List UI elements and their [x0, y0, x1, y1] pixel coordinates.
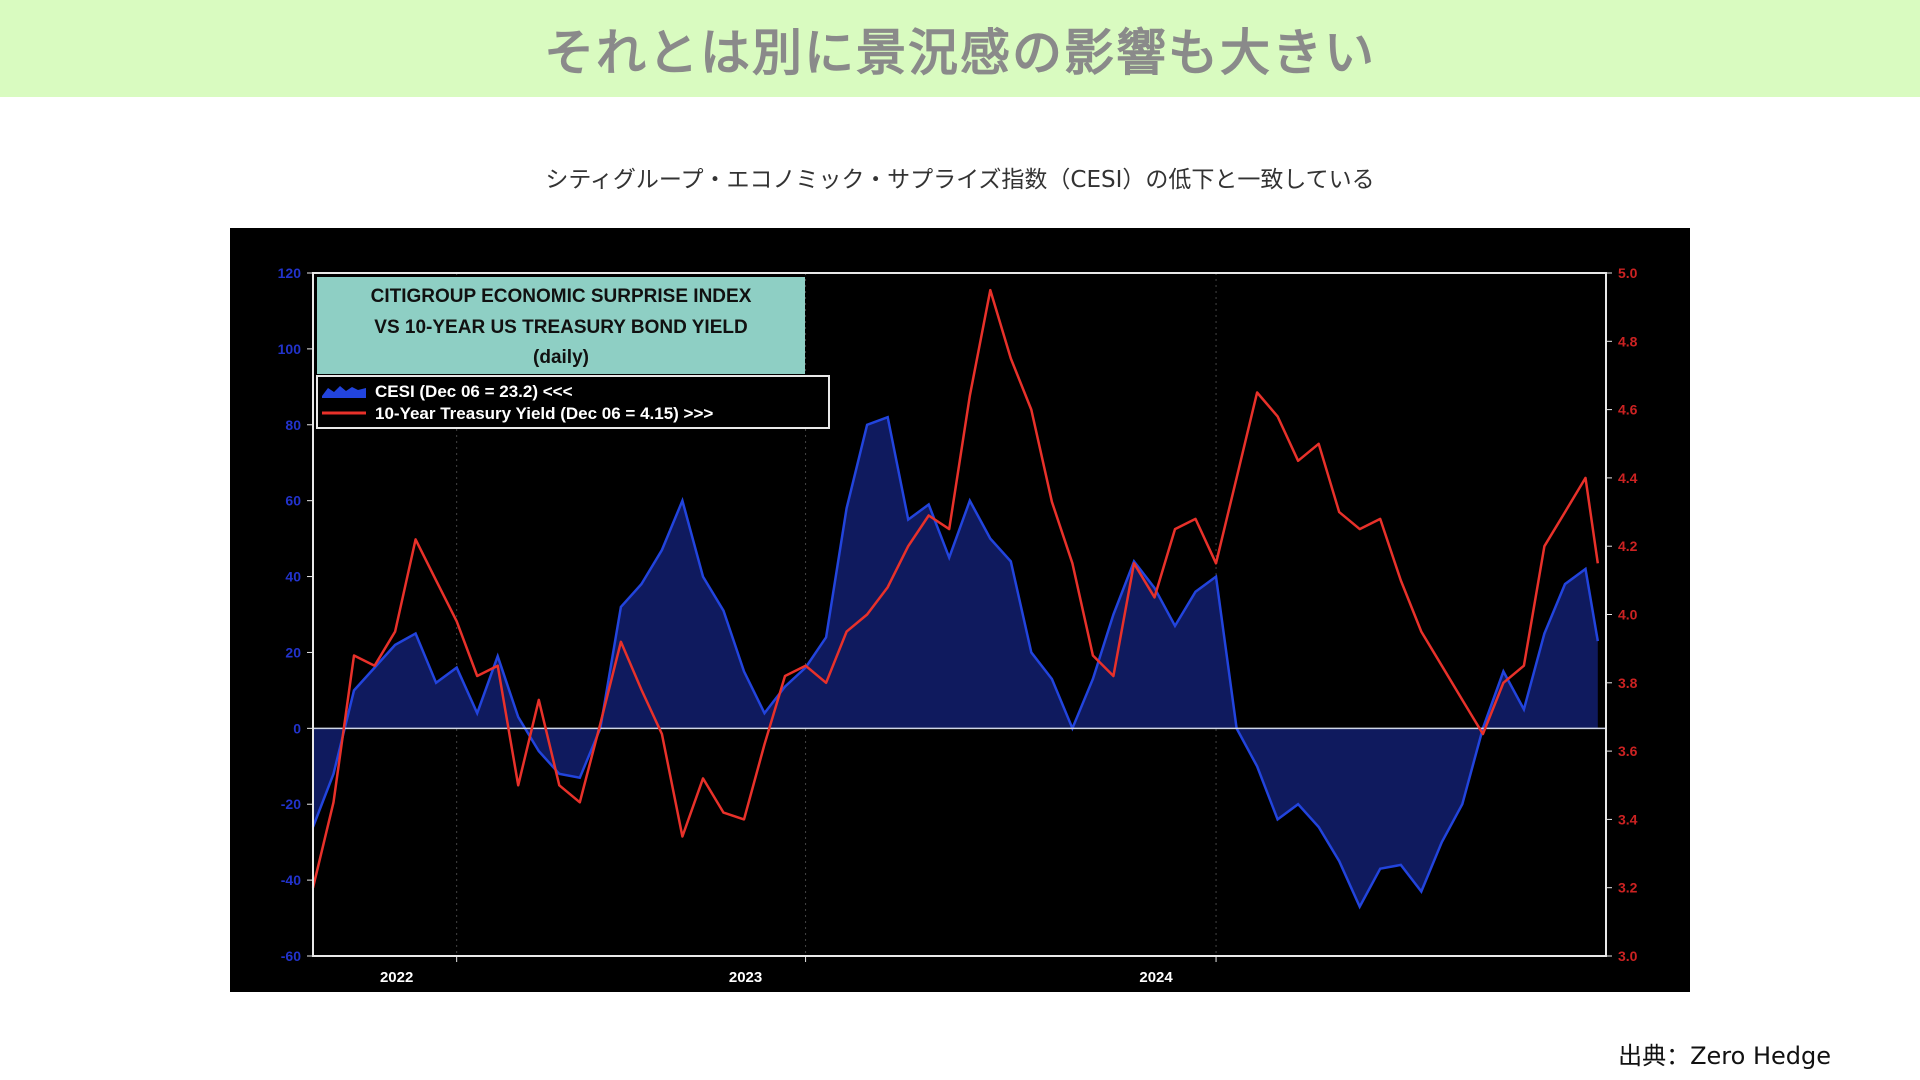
x-tick-label-1: 2023: [729, 969, 762, 986]
x-axis: 2022 2023 2024: [380, 956, 1217, 986]
chart-title-line-2: VS 10-YEAR US TREASURY BOND YIELD: [374, 317, 747, 338]
chart-subtitle: シティグループ・エコノミック・サプライズ指数（CESI）の低下と一致している: [545, 167, 1375, 193]
right-tick-label-3: 4.4: [1618, 470, 1638, 486]
source-credit: 出典：Zero Hedge: [1618, 1042, 1831, 1070]
right-tick-label-4: 4.2: [1618, 538, 1638, 554]
left-tick-label-8: -40: [281, 872, 301, 888]
left-tick-label-0: 120: [278, 265, 302, 281]
right-tick-label-9: 3.2: [1618, 880, 1638, 896]
left-tick-label-3: 60: [285, 493, 301, 509]
cesi-line: [311, 415, 1600, 910]
right-tick-label-5: 4.0: [1618, 607, 1638, 623]
chart-panel: 120 100 80 60 40 20 0 -20 -40 -60 5.0 4.8 4.6 4.4 4.2…: [230, 228, 1690, 992]
left-tick-label-6: 0: [293, 720, 301, 736]
right-tick-label-7: 3.6: [1618, 743, 1638, 759]
left-tick-label-5: 20: [285, 644, 301, 660]
left-tick-label-2: 80: [285, 417, 301, 433]
left-tick-label-4: 40: [285, 569, 301, 585]
left-tick-label-7: -20: [281, 796, 301, 812]
page-title: それとは別に景況感の影響も大きい: [544, 23, 1376, 82]
right-tick-label-2: 4.6: [1618, 402, 1638, 418]
treasury-yield-line: [311, 288, 1600, 888]
chart-title-line-1: CITIGROUP ECONOMIC SURPRISE INDEX: [371, 286, 752, 307]
right-tick-label-8: 3.4: [1618, 811, 1638, 827]
right-tick-label-6: 3.8: [1618, 675, 1638, 691]
header-banner: それとは別に景況感の影響も大きい: [0, 0, 1920, 97]
left-axis: 120 100 80 60 40 20 0 -20 -40 -60: [278, 265, 313, 964]
left-tick-label-1: 100: [278, 341, 302, 357]
right-tick-label-1: 4.8: [1618, 333, 1638, 349]
left-tick-label-9: -60: [281, 948, 301, 964]
legend: CESI (Dec 06 = 23.2) <<< 10-Year Treasur…: [316, 375, 830, 429]
x-tick-label-2: 2024: [1139, 969, 1173, 986]
right-tick-label-10: 3.0: [1618, 948, 1638, 964]
cesi-series: [311, 415, 1600, 910]
title-box-bg: [317, 277, 805, 374]
chart-title-box: CITIGROUP ECONOMIC SURPRISE INDEX VS 10-…: [317, 277, 805, 374]
legend-swatch-cesi: [322, 386, 366, 398]
legend-label-yield: 10-Year Treasury Yield (Dec 06 = 4.15) >…: [375, 404, 713, 423]
cesi-yield-chart: 120 100 80 60 40 20 0 -20 -40 -60 5.0 4.8 4.6 4.4 4.2…: [278, 265, 1638, 986]
right-tick-label-0: 5.0: [1618, 265, 1638, 281]
x-tick-label-0: 2022: [380, 969, 413, 986]
legend-box: [316, 375, 830, 429]
cesi-area: [313, 417, 1598, 907]
legend-label-cesi: CESI (Dec 06 = 23.2) <<<: [375, 382, 573, 401]
chart-title-line-3: (daily): [533, 347, 589, 368]
right-axis: 5.0 4.8 4.6 4.4 4.2 4.0 3.8 3.6 3.4 3.2 3.0: [1606, 265, 1638, 964]
